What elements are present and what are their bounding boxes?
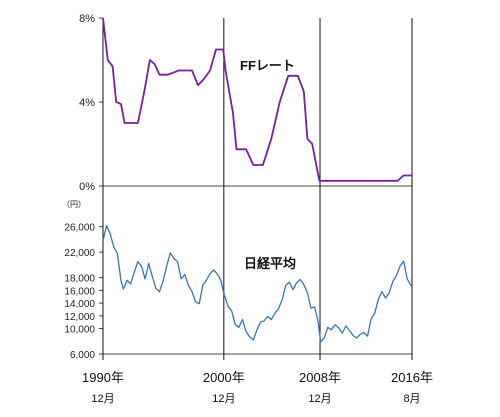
x-month-label: 12月	[212, 393, 235, 405]
nikkei-tick-label: 12,000	[64, 312, 95, 323]
x-year-label: 2016年	[391, 370, 433, 385]
nikkei-tick-label: 16,000	[64, 286, 95, 297]
x-year-label: 2008年	[299, 370, 341, 385]
nikkei-tick-label: 18,000	[64, 274, 95, 285]
x-year-label: 1990年	[82, 370, 124, 385]
x-tick-labels: 1990年 12月 2000年 12月 2008年 12月 2016年 8月	[82, 370, 433, 405]
x-month-label: 12月	[308, 393, 331, 405]
nikkei-tick-label: 14,000	[64, 299, 95, 310]
ff-tick-label: 0%	[79, 181, 95, 193]
x-month-label: 8月	[403, 393, 420, 405]
x-year-label: 2000年	[203, 370, 245, 385]
nikkei-line	[102, 224, 413, 343]
y-tick-labels: 8% 4% 0% 26,000 22,000 18,000 14,000 10,000 6,00…	[62, 13, 95, 361]
nikkei-tick-label: 26,000	[64, 223, 95, 234]
series	[102, 17, 413, 343]
nikkei-tick-label: 22,000	[64, 248, 95, 259]
nikkei-annotation: 日経平均	[244, 256, 296, 271]
ff-tick-label: 8%	[79, 13, 95, 25]
x-month-label: 12月	[91, 393, 114, 405]
nikkei-unit-label: （円）	[62, 200, 86, 209]
reference-lines	[102, 18, 413, 360]
nikkei-tick-label: 10,000	[64, 325, 95, 336]
ff-rate-annotation: FFレート	[240, 58, 295, 73]
nikkei-tick-label: 6,000	[70, 350, 95, 361]
ff-rate-line	[102, 17, 412, 182]
ff-tick-label: 4%	[79, 97, 95, 109]
